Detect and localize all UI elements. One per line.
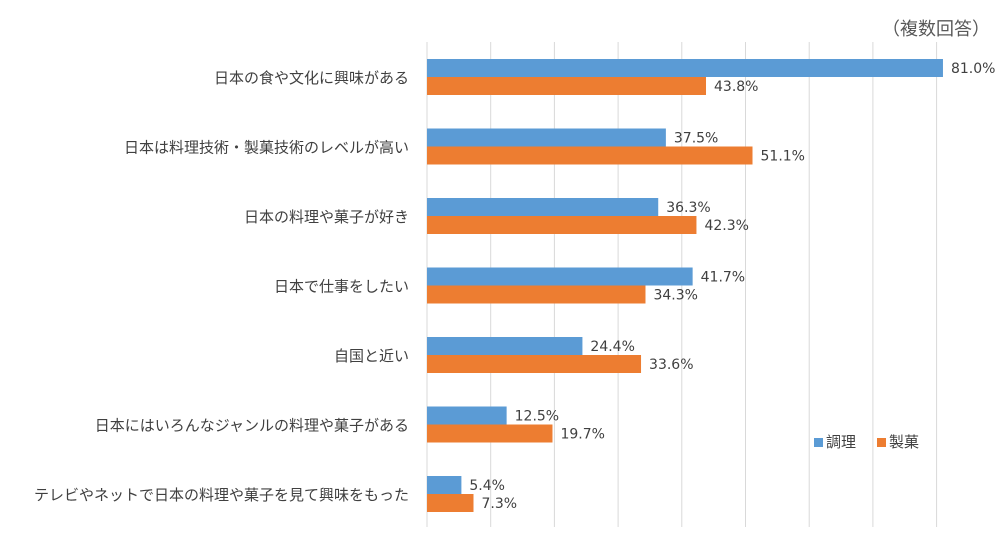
value-label: 34.3% xyxy=(653,288,697,304)
bar-confectionery xyxy=(427,146,753,165)
category-label: 日本にはいろんなジャンルの料理や菓子がある xyxy=(95,417,409,435)
bars xyxy=(427,59,943,512)
value-label: 33.6% xyxy=(649,357,693,373)
bar-confectionery xyxy=(427,77,707,95)
category-label: テレビやネットで日本の料理や菓子を見て興味をもった xyxy=(34,486,409,504)
bar-cooking xyxy=(427,476,462,494)
bar-confectionery xyxy=(427,216,697,234)
value-label: 5.4% xyxy=(469,478,505,494)
legend-swatch xyxy=(814,438,823,447)
legend-label: 製菓 xyxy=(889,433,919,451)
bar-cooking xyxy=(427,337,583,355)
response-note: （複数回答） xyxy=(882,19,990,40)
bar-cooking xyxy=(427,128,666,147)
value-label: 43.8% xyxy=(714,79,758,95)
labels: 日本の食や文化に興味がある 81.0% 43.8% 日本は料理技術・製菓技術のレベルが… xyxy=(34,61,995,512)
bar-cooking xyxy=(427,59,943,77)
value-label: 81.0% xyxy=(951,61,995,77)
value-label: 7.3% xyxy=(482,496,518,512)
value-label: 12.5% xyxy=(515,409,559,425)
value-label: 41.7% xyxy=(701,270,745,286)
category-label: 日本の料理や菓子が好き xyxy=(244,208,409,226)
category-label: 日本は料理技術・製菓技術のレベルが高い xyxy=(124,139,409,157)
value-label: 24.4% xyxy=(590,339,634,355)
value-label: 42.3% xyxy=(704,218,748,234)
value-label: 36.3% xyxy=(666,200,710,216)
bar-confectionery xyxy=(427,494,474,512)
legend-swatch xyxy=(877,438,886,447)
bar-confectionery xyxy=(427,424,553,443)
category-label: 日本で仕事をしたい xyxy=(274,278,409,296)
bar-confectionery xyxy=(427,355,642,373)
bar-confectionery xyxy=(427,285,646,304)
bar-cooking xyxy=(427,406,507,425)
legend: 調理 製菓 xyxy=(814,433,919,451)
category-label: 日本の食や文化に興味がある xyxy=(214,69,409,87)
value-label: 19.7% xyxy=(560,427,604,443)
value-label: 51.1% xyxy=(761,149,805,165)
legend-label: 調理 xyxy=(826,433,856,451)
value-label: 37.5% xyxy=(674,131,718,147)
bar-cooking xyxy=(427,198,659,216)
category-label: 自国と近い xyxy=(334,347,409,365)
bar-cooking xyxy=(427,267,693,286)
